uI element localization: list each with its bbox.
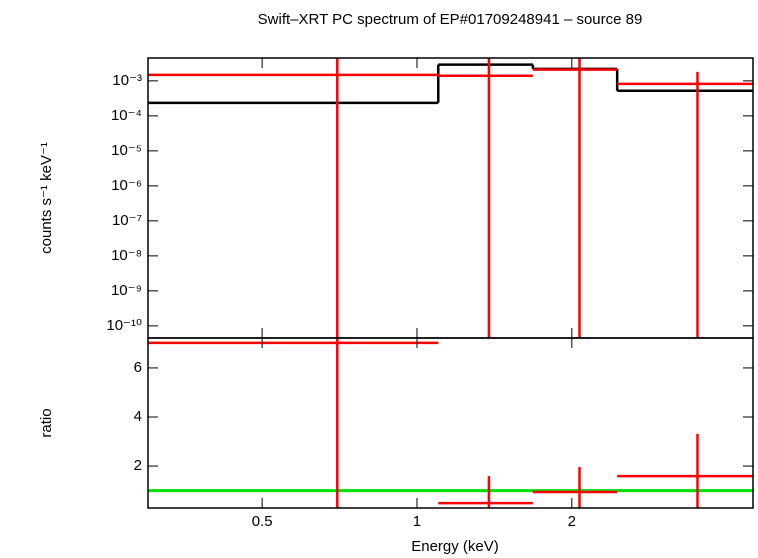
y-tick-label: 10⁻⁶ bbox=[111, 177, 142, 194]
x-tick-label: 1 bbox=[413, 513, 421, 530]
y-tick-label: 10⁻¹⁰ bbox=[106, 317, 142, 334]
y-tick-label: 4 bbox=[134, 408, 142, 425]
y-tick-label: 10⁻⁸ bbox=[111, 247, 142, 264]
y-tick-label: 10⁻³ bbox=[112, 72, 142, 89]
y-tick-label: 10⁻⁴ bbox=[111, 107, 142, 124]
y-tick-label: 6 bbox=[134, 359, 142, 376]
chart-title: Swift–XRT PC spectrum of EP#01709248941 … bbox=[258, 11, 643, 28]
plot-frame bbox=[147, 337, 754, 509]
x-tick-label: 0.5 bbox=[252, 513, 273, 530]
plot-frame bbox=[147, 57, 754, 339]
y-tick-label: 2 bbox=[134, 457, 142, 474]
y-tick-label: 10⁻⁵ bbox=[111, 142, 142, 159]
x-axis-label: Energy (keV) bbox=[411, 538, 499, 555]
x-tick-label: 2 bbox=[568, 513, 576, 530]
panel bbox=[148, 338, 753, 508]
y-tick-label: 10⁻⁷ bbox=[112, 212, 142, 229]
y-axis-label: counts s⁻¹ keV⁻¹ bbox=[38, 142, 55, 254]
y-tick-label: 10⁻⁹ bbox=[111, 282, 142, 299]
y-axis-label: ratio bbox=[38, 408, 55, 437]
